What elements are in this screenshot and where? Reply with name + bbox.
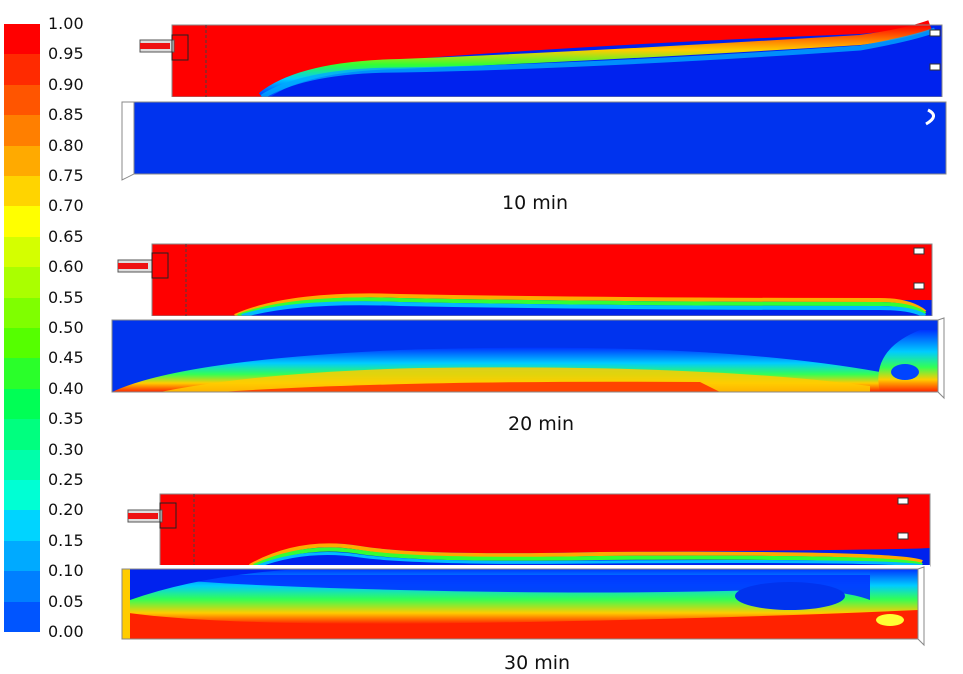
colorbar-band (4, 297, 40, 329)
colorbar-tick-label: 0.10 (48, 561, 84, 581)
colorbar-tick-label: 0.75 (48, 166, 84, 185)
colorbar-tick-label: 0.15 (48, 530, 84, 550)
colorbar-band (4, 328, 40, 359)
colorbar-tick-label: 0.90 (48, 74, 84, 94)
upper-chamber-10min (139, 20, 943, 101)
colorbar-tick-label: 0.85 (48, 105, 84, 125)
colorbar-tick-label: 0.25 (48, 470, 84, 489)
colorbar-tick-label: 0.40 (48, 378, 84, 398)
colorbar-band (4, 54, 40, 86)
colorbar-band (4, 449, 40, 481)
colorbar-tick-label: 0.20 (48, 500, 84, 520)
colorbar-band (4, 480, 40, 511)
colorbar-tick-label: 0.65 (48, 226, 84, 246)
colorbar-band (4, 267, 40, 299)
colorbar (4, 24, 40, 633)
colorbar-tick-label: 0.30 (48, 439, 84, 459)
colorbar-band (4, 571, 40, 603)
colorbar-band (4, 176, 40, 207)
colorbar-tick-label: 0.50 (48, 318, 84, 337)
lower-chamber-10min (121, 101, 947, 181)
colorbar-band (4, 145, 40, 177)
colorbar-tick-label: 0.45 (48, 348, 84, 368)
lower-chamber-20min (111, 317, 945, 400)
colorbar-band (4, 236, 40, 268)
colorbar-tick-label: 0.00 (48, 622, 84, 641)
colorbar-band (4, 206, 40, 238)
colorbar-band (4, 419, 40, 451)
colorbar-band (4, 115, 40, 147)
colorbar-band (4, 510, 40, 542)
lower-chamber-30min (121, 566, 925, 647)
upper-chamber-30min (127, 493, 931, 568)
panel-caption-10min: 10 min (502, 192, 569, 214)
panel-caption-30min: 30 min (504, 652, 571, 674)
colorbar-band (4, 358, 40, 390)
colorbar-band (4, 388, 40, 420)
colorbar-band (4, 540, 40, 572)
colorbar-tick-label: 1.00 (48, 14, 84, 33)
colorbar-tick-label: 0.60 (48, 257, 84, 277)
colorbar-tick-label: 0.35 (48, 409, 84, 429)
colorbar-tick-label: 0.55 (48, 287, 84, 307)
colorbar-tick-label: 0.80 (48, 135, 84, 155)
colorbar-band (4, 601, 40, 633)
panel-caption-20min: 20 min (508, 413, 575, 435)
colorbar-tick-label: 0.70 (48, 196, 84, 216)
colorbar-tick-label: 0.05 (48, 591, 84, 611)
colorbar-band (4, 84, 40, 116)
upper-chamber-20min (117, 243, 933, 318)
colorbar-band (4, 24, 40, 55)
colorbar-tick-label: 0.95 (48, 44, 84, 64)
